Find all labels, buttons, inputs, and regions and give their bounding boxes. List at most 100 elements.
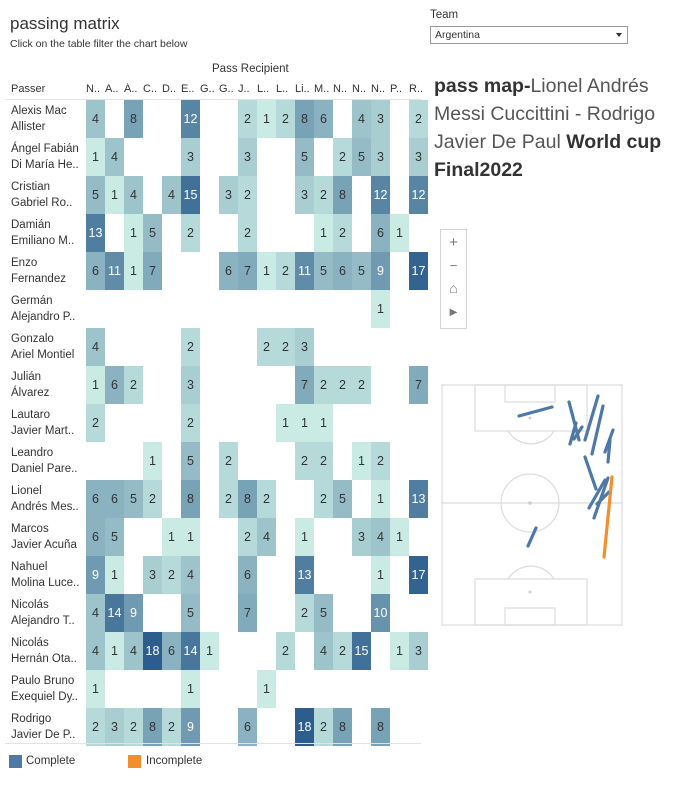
matrix-cell[interactable]: 2 bbox=[314, 480, 333, 518]
matrix-cell[interactable]: 8 bbox=[124, 100, 143, 138]
legend-incomplete-label[interactable]: Incomplete bbox=[146, 755, 203, 767]
matrix-cell[interactable]: 4 bbox=[86, 594, 105, 632]
matrix-cell[interactable]: 5 bbox=[143, 214, 162, 252]
matrix-cell[interactable]: 1 bbox=[124, 252, 143, 290]
column-header[interactable]: L.. bbox=[276, 83, 289, 95]
matrix-cell[interactable]: 5 bbox=[333, 480, 352, 518]
matrix-cell[interactable]: 6 bbox=[105, 366, 124, 404]
matrix-cell[interactable]: 5 bbox=[295, 138, 314, 176]
matrix-cell[interactable]: 9 bbox=[371, 252, 390, 290]
column-header[interactable]: E.. bbox=[181, 83, 195, 95]
matrix-cell[interactable]: 13 bbox=[295, 556, 314, 594]
matrix-cell[interactable]: 18 bbox=[295, 708, 314, 746]
column-header[interactable]: N.. bbox=[86, 83, 101, 95]
column-header[interactable]: J.. bbox=[238, 83, 250, 95]
matrix-cell[interactable]: 6 bbox=[371, 214, 390, 252]
column-header[interactable]: N.. bbox=[371, 83, 386, 95]
matrix-cell[interactable]: 2 bbox=[314, 366, 333, 404]
matrix-cell[interactable]: 1 bbox=[86, 670, 105, 708]
matrix-cell[interactable]: 10 bbox=[371, 594, 390, 632]
matrix-cell[interactable]: 5 bbox=[181, 594, 200, 632]
column-header[interactable]: R.. bbox=[409, 83, 424, 95]
matrix-cell[interactable]: 7 bbox=[295, 366, 314, 404]
matrix-cell[interactable]: 1 bbox=[276, 404, 295, 442]
matrix-cell[interactable]: 4 bbox=[181, 556, 200, 594]
matrix-cell[interactable]: 2 bbox=[143, 480, 162, 518]
matrix-cell[interactable]: 6 bbox=[86, 480, 105, 518]
matrix-cell[interactable]: 9 bbox=[124, 594, 143, 632]
matrix-cell[interactable]: 2 bbox=[314, 708, 333, 746]
matrix-cell[interactable]: 4 bbox=[162, 176, 181, 214]
matrix-cell[interactable]: 2 bbox=[238, 176, 257, 214]
matrix-cell[interactable]: 3 bbox=[105, 708, 124, 746]
matrix-cell[interactable]: 1 bbox=[257, 252, 276, 290]
matrix-cell[interactable]: 3 bbox=[371, 138, 390, 176]
matrix-cell[interactable]: 4 bbox=[86, 632, 105, 670]
matrix-cell[interactable]: 8 bbox=[333, 176, 352, 214]
matrix-cell[interactable]: 2 bbox=[124, 366, 143, 404]
passer-label[interactable]: Gonzalo Ariel Montiel bbox=[11, 331, 85, 363]
matrix-cell[interactable]: 1 bbox=[105, 632, 124, 670]
play-icon[interactable]: ▶ bbox=[449, 307, 458, 318]
matrix-cell[interactable]: 4 bbox=[257, 518, 276, 556]
matrix-cell[interactable]: 1 bbox=[181, 518, 200, 556]
matrix-cell[interactable]: 7 bbox=[238, 594, 257, 632]
matrix-cell[interactable]: 1 bbox=[257, 670, 276, 708]
matrix-cell[interactable]: 1 bbox=[295, 518, 314, 556]
passer-label[interactable]: Ángel Fabián Di María He.. bbox=[11, 141, 85, 173]
matrix-cell[interactable]: 17 bbox=[409, 252, 428, 290]
matrix-cell[interactable]: 12 bbox=[371, 176, 390, 214]
matrix-cell[interactable]: 1 bbox=[371, 290, 390, 328]
matrix-cell[interactable]: 1 bbox=[390, 632, 409, 670]
matrix-cell[interactable]: 2 bbox=[333, 366, 352, 404]
matrix-cell[interactable]: 17 bbox=[409, 556, 428, 594]
matrix-cell[interactable]: 6 bbox=[314, 100, 333, 138]
passer-label[interactable]: Nicolás Alejandro T.. bbox=[11, 597, 85, 629]
matrix-cell[interactable]: 6 bbox=[162, 632, 181, 670]
column-header[interactable]: G.. bbox=[200, 83, 215, 95]
matrix-cell[interactable]: 2 bbox=[181, 328, 200, 366]
passer-label[interactable]: Lionel Andrés Mes.. bbox=[11, 483, 85, 515]
matrix-cell[interactable]: 2 bbox=[276, 632, 295, 670]
matrix-cell[interactable]: 4 bbox=[371, 518, 390, 556]
matrix-cell[interactable]: 2 bbox=[219, 442, 238, 480]
passer-label[interactable]: Leandro Daniel Pare.. bbox=[11, 445, 85, 477]
matrix-cell[interactable]: 13 bbox=[86, 214, 105, 252]
matrix-cell[interactable]: 1 bbox=[105, 556, 124, 594]
matrix-cell[interactable]: 1 bbox=[105, 176, 124, 214]
matrix-cell[interactable]: 2 bbox=[162, 708, 181, 746]
column-header[interactable]: C.. bbox=[143, 83, 158, 95]
matrix-cell[interactable]: 4 bbox=[124, 176, 143, 214]
passer-label[interactable]: Damián Emiliano M.. bbox=[11, 217, 85, 249]
matrix-cell[interactable]: 5 bbox=[86, 176, 105, 214]
matrix-cell[interactable]: 2 bbox=[276, 100, 295, 138]
column-header[interactable]: D.. bbox=[162, 83, 177, 95]
legend-incomplete-swatch[interactable] bbox=[128, 755, 141, 768]
zoom-out-button[interactable]: − bbox=[449, 258, 458, 273]
matrix-cell[interactable]: 8 bbox=[333, 708, 352, 746]
matrix-cell[interactable]: 2 bbox=[333, 632, 352, 670]
matrix-cell[interactable]: 8 bbox=[371, 708, 390, 746]
matrix-cell[interactable]: 2 bbox=[124, 708, 143, 746]
matrix-cell[interactable]: 7 bbox=[238, 252, 257, 290]
legend-complete-label[interactable]: Complete bbox=[26, 755, 76, 767]
matrix-cell[interactable]: 11 bbox=[105, 252, 124, 290]
matrix-cell[interactable]: 2 bbox=[219, 480, 238, 518]
passer-label[interactable]: Paulo Bruno Exequiel Dy.. bbox=[11, 673, 85, 705]
matrix-cell[interactable]: 2 bbox=[314, 176, 333, 214]
passer-label[interactable]: Rodrigo Javier De P.. bbox=[11, 711, 85, 743]
matrix-cell[interactable]: 1 bbox=[124, 214, 143, 252]
matrix-cell[interactable]: 5 bbox=[352, 252, 371, 290]
matrix-cell[interactable]: 15 bbox=[181, 176, 200, 214]
matrix-cell[interactable]: 2 bbox=[295, 594, 314, 632]
matrix-cell[interactable]: 3 bbox=[352, 518, 371, 556]
matrix-cell[interactable]: 1 bbox=[390, 214, 409, 252]
matrix-cell[interactable]: 2 bbox=[371, 442, 390, 480]
passer-label[interactable]: Cristian Gabriel Ro.. bbox=[11, 179, 85, 211]
zoom-in-button[interactable]: + bbox=[449, 234, 458, 251]
matrix-cell[interactable]: 2 bbox=[295, 442, 314, 480]
matrix-cell[interactable]: 8 bbox=[181, 480, 200, 518]
home-icon[interactable]: ⌂ bbox=[449, 280, 458, 296]
column-header[interactable]: N.. bbox=[333, 83, 348, 95]
column-header[interactable]: A.. bbox=[105, 83, 119, 95]
